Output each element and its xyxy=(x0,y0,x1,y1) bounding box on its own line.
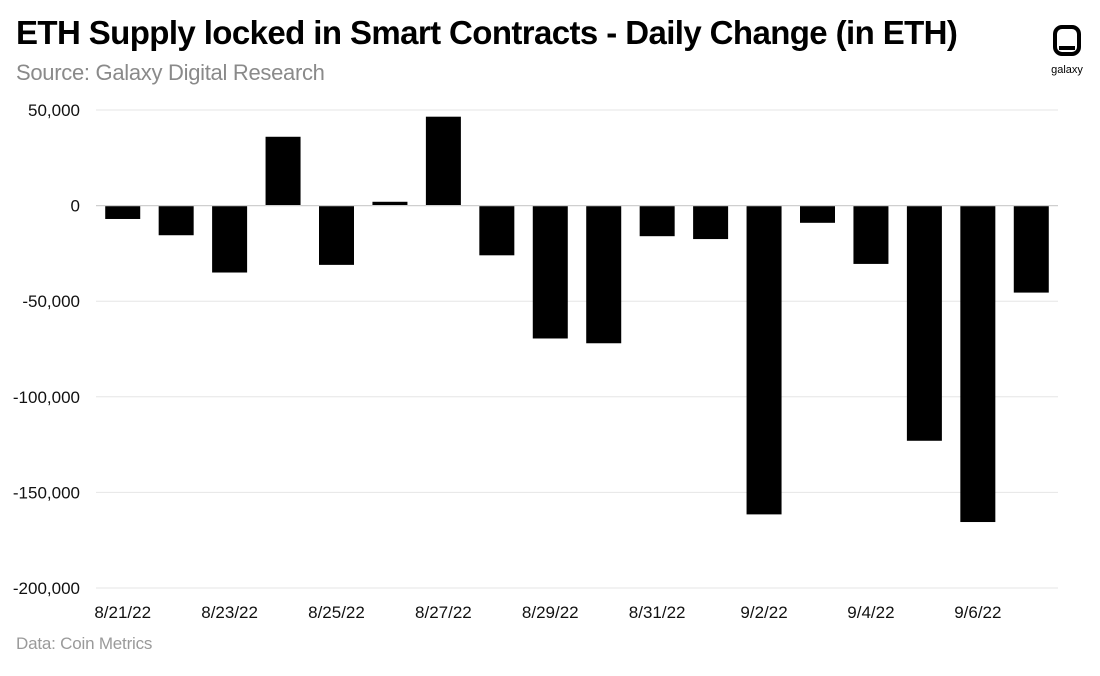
x-tick-label: 8/31/22 xyxy=(629,603,686,622)
y-tick-label: 0 xyxy=(71,197,80,216)
bar xyxy=(853,205,889,264)
y-tick-label: -100,000 xyxy=(13,388,80,407)
bar xyxy=(800,205,835,223)
chart-subtitle: Source: Galaxy Digital Research xyxy=(16,60,325,85)
galaxy-logo: galaxy xyxy=(1044,22,1090,82)
x-tick-label: 8/23/22 xyxy=(201,603,258,622)
bar xyxy=(586,205,622,344)
x-tick-label: 8/27/22 xyxy=(415,603,472,622)
bar xyxy=(960,205,996,523)
data-source-note: Data: Coin Metrics xyxy=(16,634,153,653)
galaxy-logo-text: galaxy xyxy=(1051,64,1083,76)
bar xyxy=(158,205,194,236)
bar xyxy=(265,136,301,206)
bar xyxy=(372,201,408,206)
bar xyxy=(532,205,568,339)
galaxy-logo-icon xyxy=(1053,25,1081,56)
bar xyxy=(425,116,461,206)
x-tick-label: 9/6/22 xyxy=(954,603,1001,622)
bar xyxy=(105,205,141,219)
bar xyxy=(639,205,675,237)
bar xyxy=(693,205,729,240)
bar xyxy=(746,205,782,515)
x-tick-label: 9/4/22 xyxy=(847,603,894,622)
x-tick-label: 8/25/22 xyxy=(308,603,365,622)
bar xyxy=(479,205,515,256)
x-tick-label: 9/2/22 xyxy=(740,603,787,622)
bar xyxy=(1013,205,1049,293)
x-tick-label: 8/29/22 xyxy=(522,603,579,622)
bar xyxy=(319,205,354,265)
chart-title: ETH Supply locked in Smart Contracts - D… xyxy=(16,14,958,51)
y-tick-label: 50,000 xyxy=(28,101,80,120)
y-tick-label: -200,000 xyxy=(13,579,80,598)
bar xyxy=(906,205,942,441)
bar xyxy=(212,205,248,273)
x-tick-label: 8/21/22 xyxy=(94,603,151,622)
y-tick-label: -150,000 xyxy=(13,483,80,502)
y-tick-label: -50,000 xyxy=(22,292,80,311)
